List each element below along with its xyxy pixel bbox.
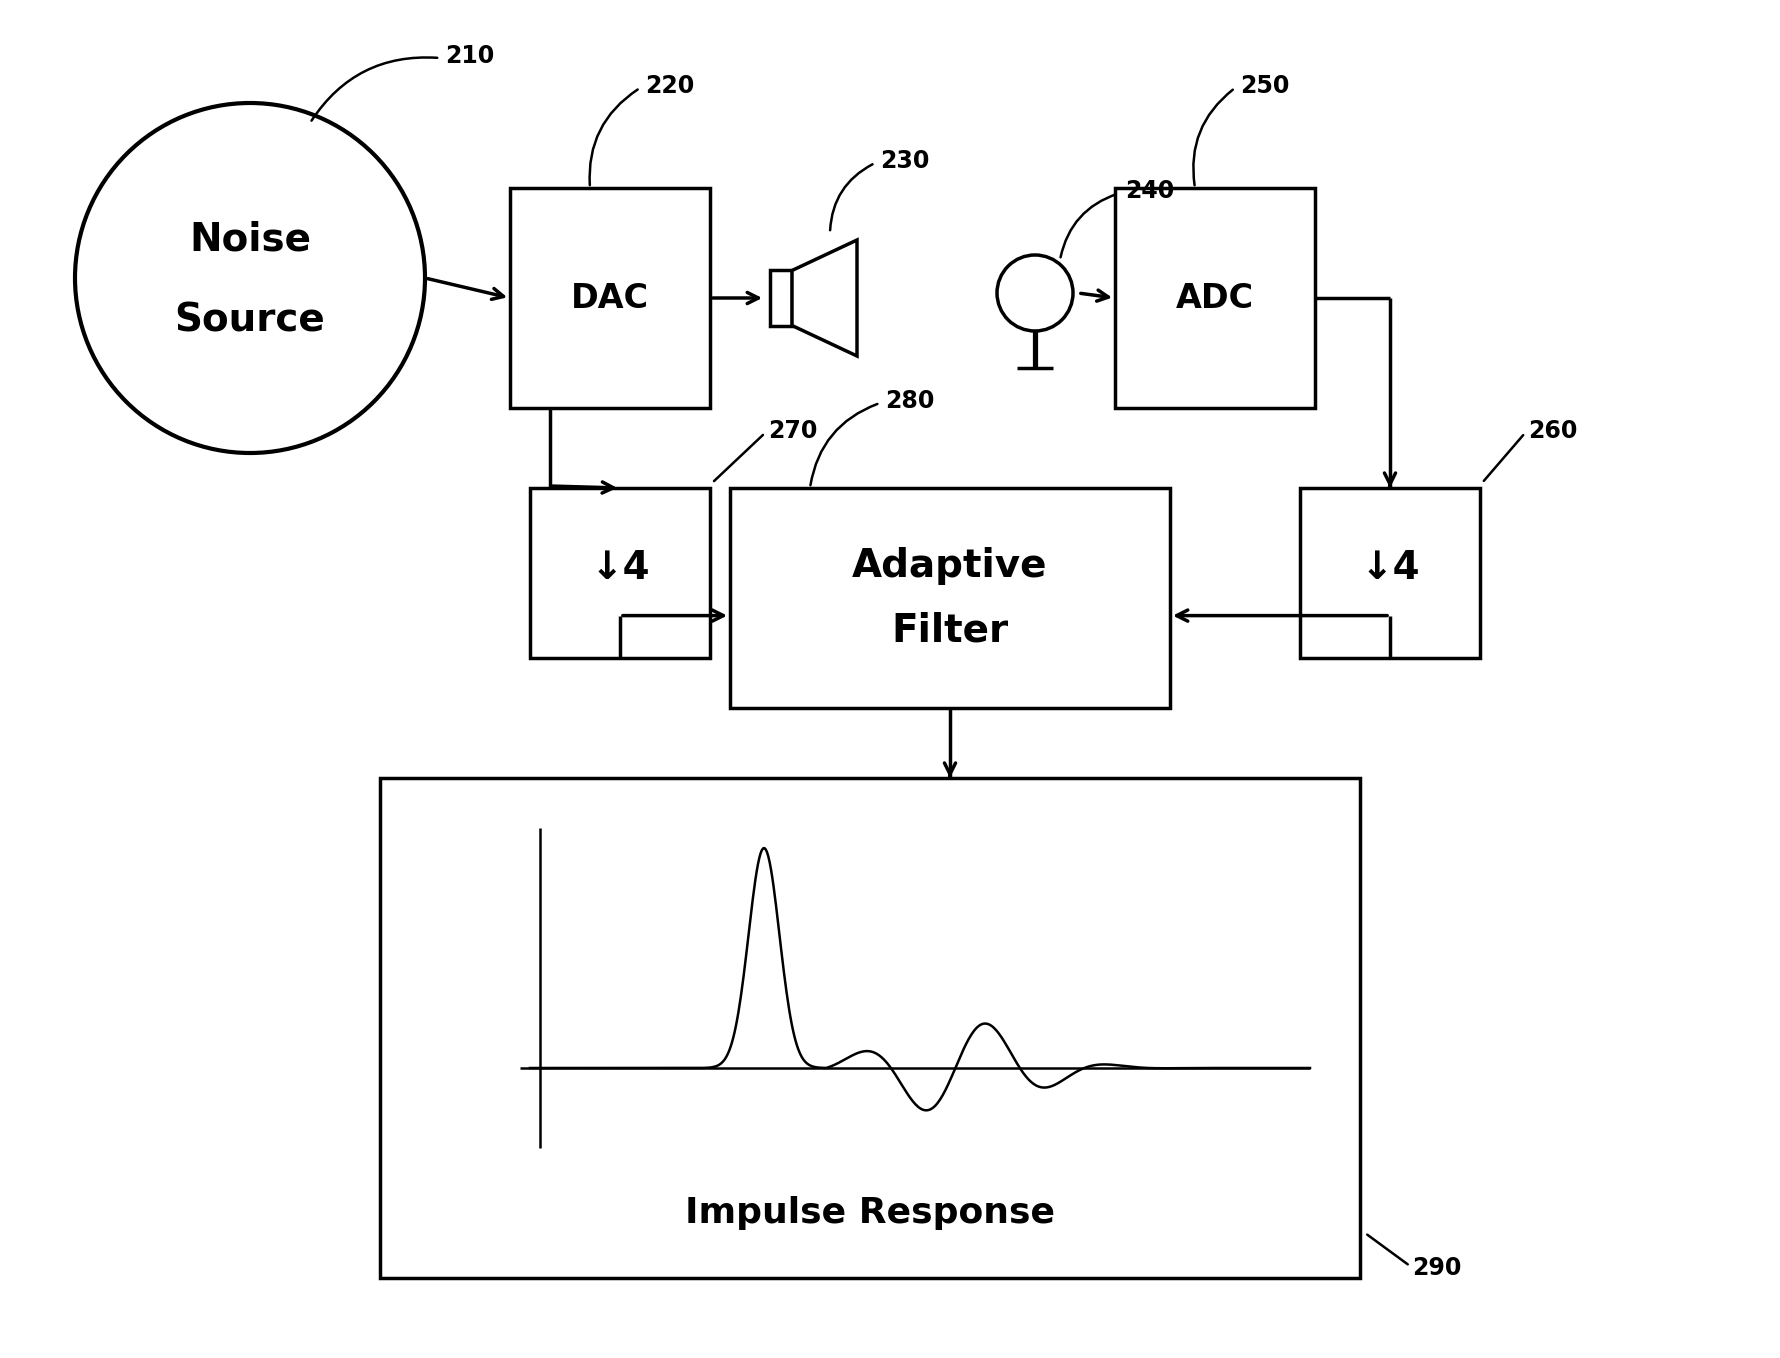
Text: 280: 280 [885, 388, 934, 413]
Text: 210: 210 [445, 43, 495, 68]
Bar [1114, 187, 1315, 407]
Text: DAC: DAC [571, 281, 650, 315]
Text: 230: 230 [879, 149, 929, 172]
Bar [1299, 488, 1479, 659]
Circle shape [997, 255, 1073, 331]
Text: 240: 240 [1125, 179, 1175, 202]
Polygon shape [792, 240, 856, 356]
Text: 260: 260 [1527, 420, 1577, 443]
Text: Adaptive: Adaptive [853, 547, 1048, 585]
Text: ADC: ADC [1177, 281, 1255, 315]
Text: 290: 290 [1412, 1256, 1461, 1281]
Text: Filter: Filter [892, 611, 1009, 649]
Text: Noise: Noise [189, 221, 312, 259]
Text: ↓4: ↓4 [591, 549, 650, 587]
Circle shape [75, 103, 425, 454]
Bar [379, 778, 1360, 1278]
Text: 250: 250 [1241, 73, 1289, 98]
Text: ↓4: ↓4 [1360, 549, 1420, 587]
Bar [530, 488, 710, 659]
Bar [771, 270, 792, 326]
Text: 220: 220 [644, 73, 694, 98]
Text: Source: Source [174, 301, 326, 340]
Text: Impulse Response: Impulse Response [685, 1196, 1056, 1230]
Text: 270: 270 [767, 420, 817, 443]
Bar [511, 187, 710, 407]
Bar [730, 488, 1169, 708]
